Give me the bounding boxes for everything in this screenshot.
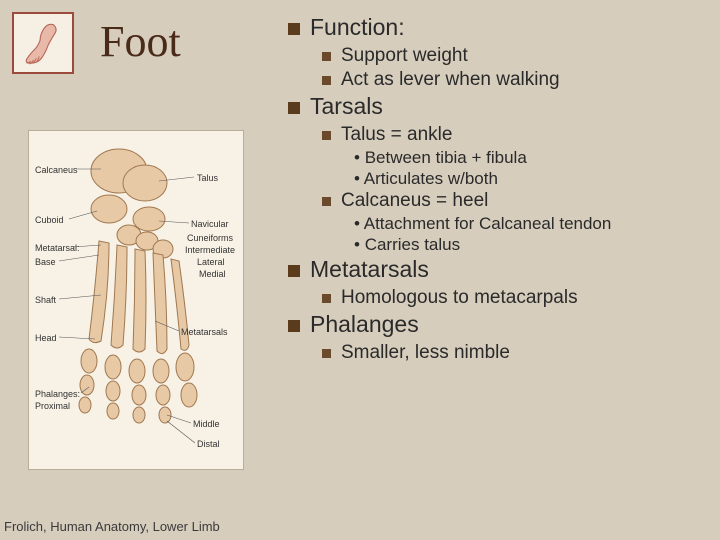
square-bullet-icon <box>288 23 300 35</box>
diagram-label: Cuboid <box>35 215 64 225</box>
square-bullet-icon <box>288 265 300 277</box>
level3-item: Carries talus <box>354 235 708 255</box>
level2-item: Support weight <box>322 45 708 67</box>
level1-item: Tarsals <box>288 93 708 120</box>
diagram-label: Calcaneus <box>35 165 78 175</box>
diagram-label: Base <box>35 257 56 267</box>
square-bullet-icon <box>322 76 331 85</box>
square-bullet-icon <box>322 349 331 358</box>
diagram-label: Shaft <box>35 295 56 305</box>
level2-text: Act as lever when walking <box>341 69 560 91</box>
level3-item: Attachment for Calcaneal tendon <box>354 214 708 234</box>
diagram-label: Navicular <box>191 219 229 229</box>
level1-text: Phalanges <box>310 311 419 338</box>
content-outline: Function: Support weightAct as lever when… <box>288 14 708 366</box>
square-bullet-icon <box>322 52 331 61</box>
level2-item: Calcaneus = heel <box>322 190 708 212</box>
foot-skeleton-icon <box>19 19 67 67</box>
foot-icon-box <box>12 12 74 74</box>
level1-text: Function: <box>310 14 405 41</box>
square-bullet-icon <box>322 294 331 303</box>
level2-text: Talus = ankle <box>341 124 452 146</box>
level2-item: Homologous to metacarpals <box>322 287 708 309</box>
level1-item: Metatarsals <box>288 256 708 283</box>
level2-text: Support weight <box>341 45 468 67</box>
square-bullet-icon <box>288 102 300 114</box>
level2-item: Act as lever when walking <box>322 69 708 91</box>
diagram-label: Distal <box>197 439 220 449</box>
foot-diagram: Calcaneus Talus Cuboid Navicular Cuneiforms I… <box>28 130 244 470</box>
square-bullet-icon <box>288 320 300 332</box>
level1-item: Phalanges <box>288 311 708 338</box>
diagram-label: Intermediate <box>185 245 235 255</box>
diagram-label: Head <box>35 333 57 343</box>
level2-item: Smaller, less nimble <box>322 342 708 364</box>
level2-item: Talus = ankle <box>322 124 708 146</box>
level2-text: Smaller, less nimble <box>341 342 510 364</box>
level1-text: Metatarsals <box>310 256 429 283</box>
level3-text: Carries talus <box>354 235 460 255</box>
diagram-label: Talus <box>197 173 218 183</box>
level3-item: Between tibia + fibula <box>354 148 708 168</box>
diagram-label: Lateral <box>197 257 225 267</box>
level3-text: Attachment for Calcaneal tendon <box>354 214 611 234</box>
diagram-label: Medial <box>199 269 226 279</box>
slide-title: Foot <box>100 16 181 67</box>
level2-text: Calcaneus = heel <box>341 190 488 212</box>
diagram-label: Phalanges: <box>35 389 80 399</box>
level3-text: Articulates w/both <box>354 169 498 189</box>
diagram-label: Middle <box>193 419 220 429</box>
diagram-label: Metatarsals <box>181 327 228 337</box>
slide-footer: Frolich, Human Anatomy, Lower Limb <box>4 519 220 534</box>
diagram-label: Cuneiforms <box>187 233 233 243</box>
level3-item: Articulates w/both <box>354 169 708 189</box>
level3-text: Between tibia + fibula <box>354 148 527 168</box>
square-bullet-icon <box>322 131 331 140</box>
diagram-label: Metatarsal: <box>35 243 80 253</box>
square-bullet-icon <box>322 197 331 206</box>
level2-text: Homologous to metacarpals <box>341 287 578 309</box>
level1-item: Function: <box>288 14 708 41</box>
diagram-label: Proximal <box>35 401 70 411</box>
level1-text: Tarsals <box>310 93 383 120</box>
